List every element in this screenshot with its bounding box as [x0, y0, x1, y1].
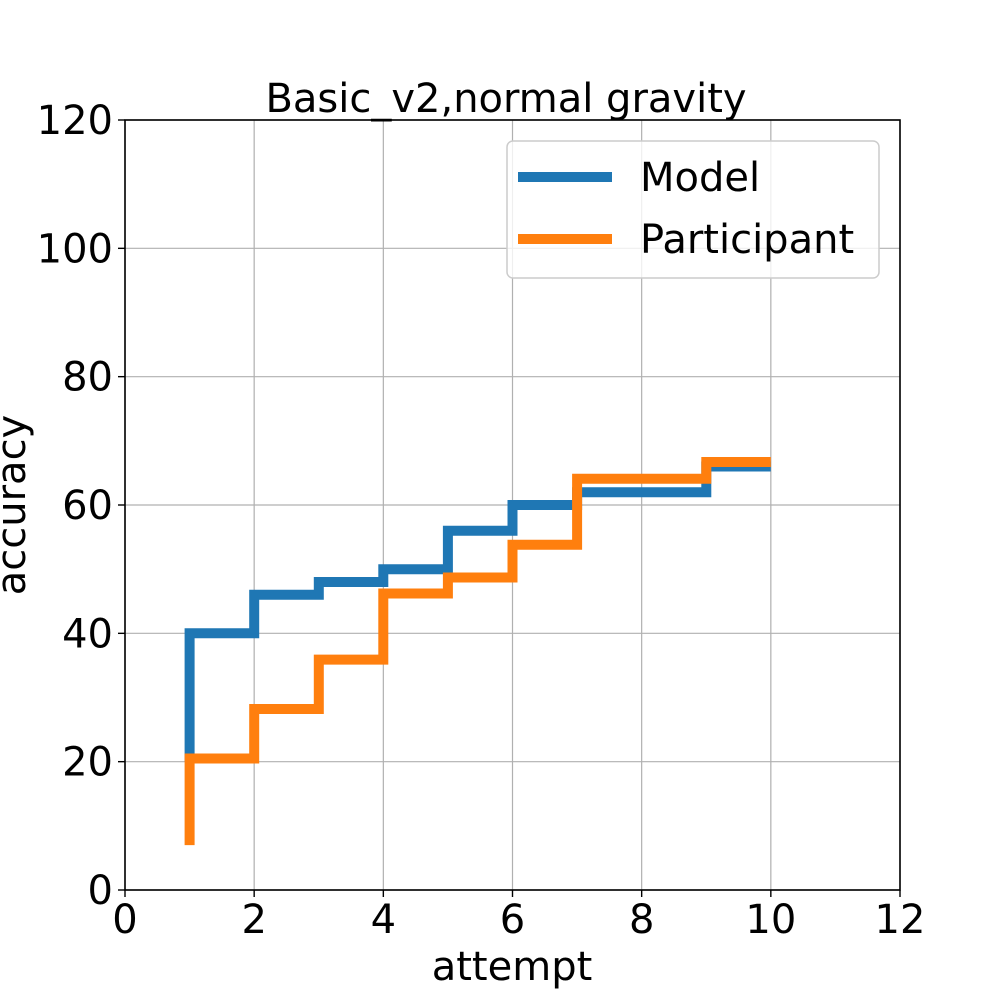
x-tick-label: 12	[875, 897, 926, 943]
series-line-participant	[184, 457, 771, 846]
legend-label-participant: Participant	[640, 217, 854, 263]
series-line-model	[184, 461, 771, 762]
y-tick-label: 100	[37, 226, 113, 272]
legend: Model Participant	[506, 140, 880, 279]
x-tick-label: 2	[241, 897, 266, 943]
y-tick-label: 60	[62, 483, 113, 529]
y-tick-label: 0	[88, 868, 113, 914]
x-tick-label: 4	[371, 897, 396, 943]
chart-title: Basic_v2,normal gravity	[265, 76, 746, 122]
legend-label-model: Model	[640, 155, 760, 201]
x-tick-label: 6	[500, 897, 525, 943]
x-tick-label: 0	[112, 897, 137, 943]
y-tick-label: 120	[37, 98, 113, 144]
x-axis-label: attempt	[432, 944, 593, 990]
y-tick-label: 40	[62, 611, 113, 657]
x-tick-label: 8	[629, 897, 654, 943]
y-axis-label: accuracy	[0, 415, 35, 595]
x-tick-label: 10	[745, 897, 796, 943]
y-tick-label: 20	[62, 740, 113, 786]
y-tick-label: 80	[62, 355, 113, 401]
